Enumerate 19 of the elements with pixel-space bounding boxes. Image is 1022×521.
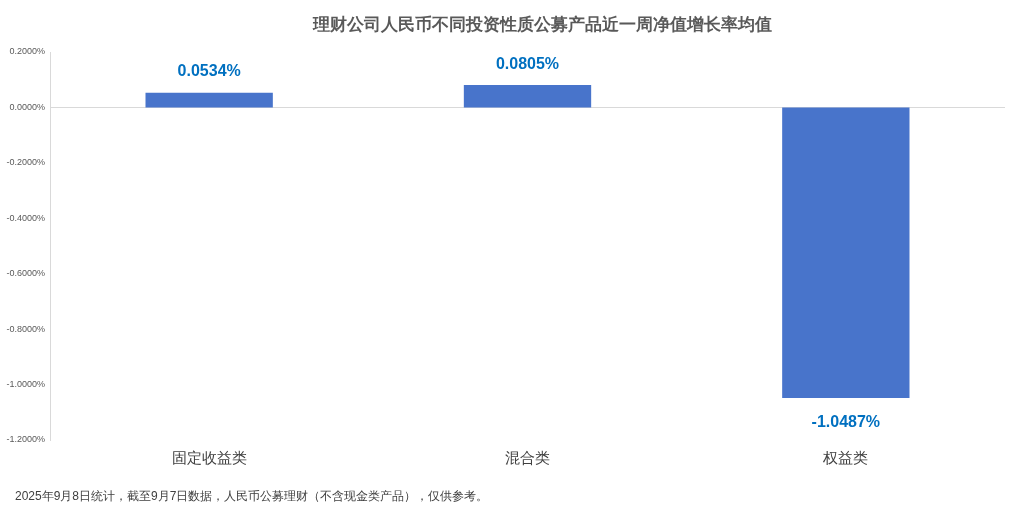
bar	[463, 85, 592, 108]
data-label: 0.0534%	[177, 62, 241, 80]
chart-title: 理财公司人民币不同投资性质公募产品近一周净值增长率均值	[311, 14, 772, 34]
x-tick-label: 混合类	[505, 449, 550, 467]
text: 2025年9月8日统计，截至9月7日数据，人民币公募理财（不含现金类产品），仅供参考。	[15, 489, 489, 504]
y-tick-label: -0.2000%	[6, 157, 45, 168]
x-tick-label: 固定收益类	[171, 449, 247, 467]
y-tick-label: -0.8000%	[6, 323, 45, 334]
y-tick-label: 0.0000%	[9, 101, 45, 112]
bar	[782, 107, 910, 399]
y-tick-label: 0.2000%	[9, 46, 45, 57]
y-tick-label: -1.0000%	[6, 379, 45, 390]
bar	[145, 92, 273, 108]
y-tick-label: -0.6000%	[6, 268, 45, 279]
y-tick-label: -0.4000%	[6, 212, 45, 223]
data-label: -1.0487%	[811, 413, 881, 431]
data-label: 0.0805%	[495, 54, 560, 72]
x-tick-label: 权益类	[822, 449, 869, 467]
y-tick-label: -1.2000%	[6, 434, 45, 445]
